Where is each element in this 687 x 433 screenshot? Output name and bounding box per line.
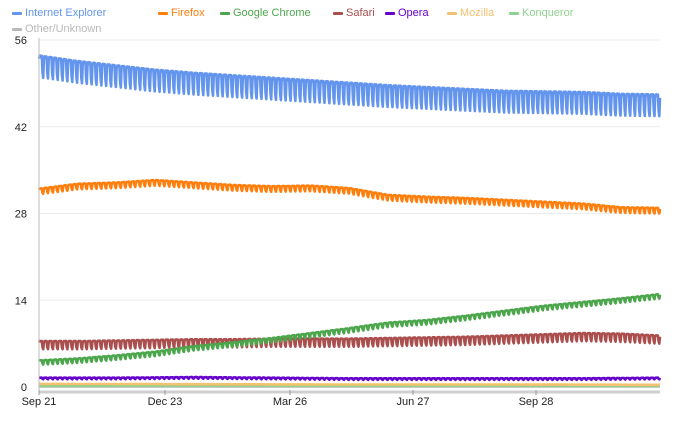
legend: Internet Explorer Firefox Google Chrome Saf…: [12, 7, 574, 35]
legend-label-opera: Opera: [398, 7, 429, 19]
series-line-safari: [37, 331, 662, 351]
x-tick-label-sep-21: Sep 21: [22, 396, 57, 408]
legend-swatch-opera: [385, 12, 395, 15]
legend-swatch-firefox: [158, 12, 168, 15]
y-tick-label-14: 14: [15, 295, 27, 307]
legend-swatch-mozilla: [447, 12, 457, 15]
series-line-internet-explorer: [37, 54, 662, 118]
y-tick-label-0: 0: [21, 382, 27, 394]
legend-swatch-internet-explorer: [12, 12, 22, 15]
x-tick-label-jun-27: Jun 27: [396, 396, 429, 408]
legend-swatch-google-chrome: [220, 12, 230, 15]
series-line-google-chrome: [38, 293, 662, 366]
series-line-firefox: [37, 178, 662, 215]
y-tick-label-28: 28: [15, 209, 27, 221]
x-tick-label-mar-26: Mar 26: [273, 396, 307, 408]
series-layer: [37, 54, 662, 388]
series-line-mozilla: [38, 382, 661, 387]
axes: 0 14 28 42 56 Sep 21 Dec 23 Mar 26 Jun 27 Sep 28: [15, 35, 660, 408]
x-tick-label-dec-23: Dec 23: [148, 396, 183, 408]
legend-swatch-other-unknown: [12, 28, 22, 31]
y-tick-label-56: 56: [15, 35, 27, 47]
legend-label-google-chrome: Google Chrome: [233, 7, 311, 19]
x-tick-label-sep-28: Sep 28: [519, 396, 554, 408]
legend-label-internet-explorer: Internet Explorer: [25, 7, 107, 19]
legend-label-other-unknown: Other/Unknown: [25, 23, 101, 35]
legend-label-mozilla: Mozilla: [460, 7, 495, 19]
legend-label-safari: Safari: [346, 7, 375, 19]
series-line-opera: [38, 375, 662, 382]
legend-label-konqueror: Konqueror: [522, 7, 574, 19]
y-tick-label-42: 42: [15, 122, 27, 134]
legend-swatch-konqueror: [509, 12, 519, 15]
gridlines: [39, 39, 660, 301]
legend-swatch-safari: [333, 12, 343, 15]
legend-label-firefox: Firefox: [171, 7, 205, 19]
